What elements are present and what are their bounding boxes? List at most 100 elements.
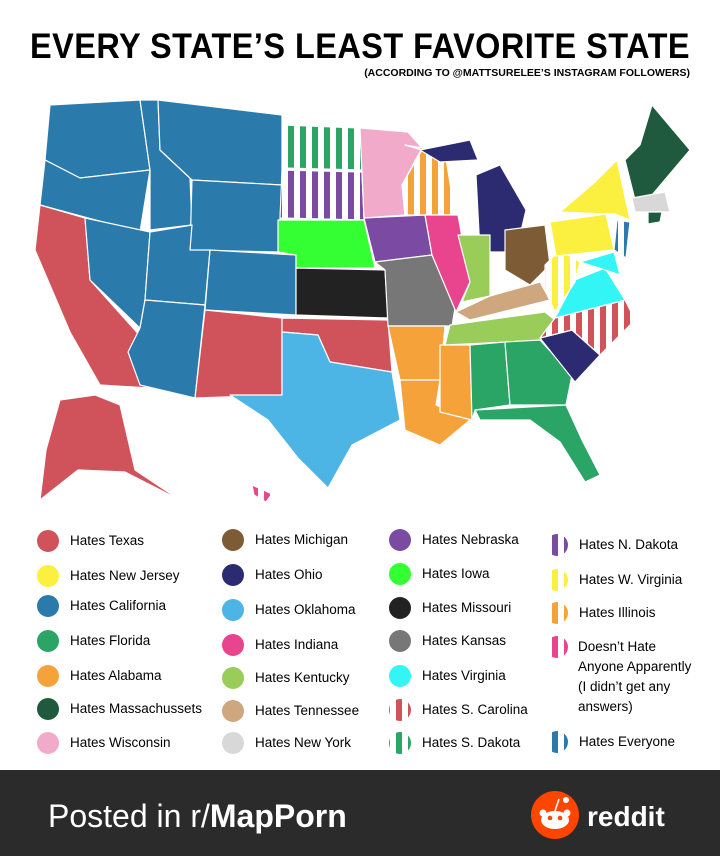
- state: [624, 104, 691, 201]
- state: [39, 394, 181, 501]
- legend-label: Hates New Jersey: [70, 568, 180, 583]
- legend-swatch: [546, 602, 568, 624]
- legend-item: Hates Wisconsin: [37, 732, 171, 754]
- legend-item: Hates Texas: [37, 530, 144, 552]
- state: [251, 484, 273, 503]
- legend-swatch: [222, 599, 244, 621]
- legend-item: Hates Alabama: [37, 665, 162, 687]
- legend-swatch: [222, 700, 244, 722]
- state: [469, 341, 511, 421]
- state: [631, 191, 671, 213]
- legend-label: Hates Tennessee: [255, 703, 359, 718]
- legend-swatch: [546, 731, 568, 753]
- legend-item: Doesn’t Hate Anyone Apparently (I didn’t g…: [546, 636, 692, 714]
- state: [279, 169, 365, 221]
- legend-item: Hates S. Carolina: [389, 699, 528, 721]
- legend-label: Hates Nebraska: [422, 532, 519, 547]
- legend-swatch: [389, 630, 411, 652]
- legend-item: Hates New Jersey: [37, 565, 180, 587]
- legend-swatch: [37, 595, 59, 617]
- legend-item: Hates Kentucky: [222, 667, 350, 689]
- legend-item: Hates Nebraska: [389, 529, 519, 551]
- legend-label: Hates Missouri: [422, 600, 511, 615]
- legend-item: Hates Indiana: [222, 634, 339, 656]
- state: [127, 299, 206, 399]
- state: [189, 179, 283, 253]
- legend-label: Hates Iowa: [422, 566, 490, 581]
- legend-swatch: [546, 534, 568, 556]
- state: [194, 309, 283, 399]
- state: [579, 251, 621, 276]
- legend-label: Hates California: [70, 598, 167, 613]
- legend-label: Anyone Apparently: [578, 659, 692, 674]
- legend-item: Hates Florida: [37, 630, 151, 652]
- legend-label: Hates Texas: [70, 533, 144, 548]
- state: [549, 213, 615, 257]
- state: [281, 124, 363, 171]
- legend-item: Hates Tennessee: [222, 700, 359, 722]
- legend-swatch: [389, 529, 411, 551]
- legend-item: Hates Virginia: [389, 665, 506, 687]
- legend-swatch: [389, 665, 411, 687]
- legend-label: Hates Virginia: [422, 668, 506, 683]
- legend-swatch: [37, 530, 59, 552]
- state: [204, 249, 297, 316]
- legend-label: Hates Ohio: [255, 567, 323, 582]
- state: [457, 234, 491, 303]
- state: [44, 99, 151, 179]
- state: [387, 325, 446, 381]
- legend-swatch: [37, 665, 59, 687]
- legend-swatch: [222, 529, 244, 551]
- legend-label: Hates Florida: [70, 633, 151, 648]
- subtitle: (ACCORDING TO @MATTSURELEE’S INSTAGRAM F…: [364, 67, 690, 79]
- legend: Hates Texas Hates New Jersey Hates Califor…: [37, 529, 692, 754]
- state: [439, 344, 473, 421]
- legend-swatch: [37, 565, 59, 587]
- state: [363, 214, 433, 263]
- reddit-logo: [531, 791, 579, 839]
- legend-swatch: [37, 630, 59, 652]
- footer-brand: reddit: [587, 801, 665, 832]
- legend-swatch: [222, 667, 244, 689]
- legend-label: Hates Massachussets: [70, 701, 202, 716]
- legend-item: Hates New York: [222, 732, 351, 754]
- legend-swatch: [389, 732, 411, 754]
- legend-label: Hates Illinois: [579, 605, 656, 620]
- legend-swatch: [37, 698, 59, 720]
- legend-swatch: [222, 564, 244, 586]
- legend-item: Hates California: [37, 595, 167, 617]
- legend-swatch: [546, 636, 568, 658]
- legend-label: Hates Everyone: [579, 734, 675, 749]
- state: [295, 267, 389, 319]
- legend-item: Hates Ohio: [222, 564, 323, 586]
- state: [474, 404, 601, 483]
- legend-label: Hates Kansas: [422, 633, 506, 648]
- footer-prefix: Posted in r/: [48, 798, 210, 834]
- legend-item: Hates Massachussets: [37, 698, 202, 720]
- legend-swatch: [389, 563, 411, 585]
- legend-label: Hates New York: [255, 735, 351, 750]
- legend-item: Hates S. Dakota: [389, 732, 521, 754]
- legend-label: Hates Wisconsin: [70, 735, 171, 750]
- state: [504, 339, 573, 406]
- state: [559, 159, 631, 221]
- state: [229, 331, 401, 489]
- legend-item: Hates W. Virginia: [546, 569, 683, 591]
- legend-label: Hates Oklahoma: [255, 602, 356, 617]
- legend-swatch: [389, 597, 411, 619]
- footer-text: Posted in r/MapPorn: [48, 798, 347, 834]
- legend-item: Hates Missouri: [389, 597, 511, 619]
- legend-item: Hates Kansas: [389, 630, 506, 652]
- title: EVERY STATE’S LEAST FAVORITE STATE: [30, 27, 690, 66]
- legend-item: Hates Illinois: [546, 602, 656, 624]
- legend-label: Doesn’t Hate: [578, 639, 656, 654]
- footer-subreddit: MapPorn: [210, 798, 347, 834]
- legend-label: Hates Kentucky: [255, 670, 350, 685]
- legend-swatch: [546, 569, 568, 591]
- legend-item: Hates Everyone: [546, 731, 675, 753]
- state: [647, 211, 663, 225]
- state: [419, 139, 479, 163]
- map: [34, 99, 691, 503]
- legend-label: Hates W. Virginia: [579, 572, 683, 587]
